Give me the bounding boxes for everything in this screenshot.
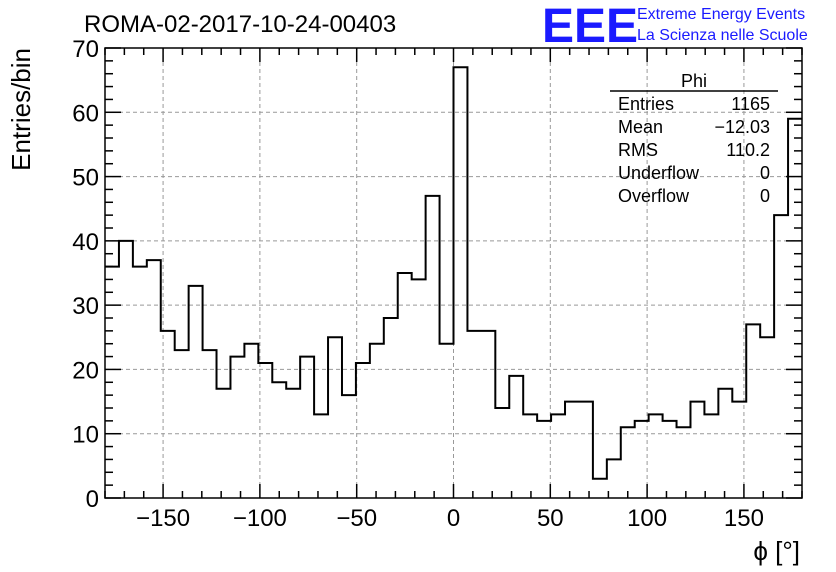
stats-rows: Entries 1165 Mean −12.03 RMS 110.2 Underflow 0 O…	[618, 94, 770, 206]
x-tick-label: 0	[447, 505, 460, 532]
stats-row-label: RMS	[618, 140, 658, 160]
eee-logo: EEE Extreme Energy Events La Scienza nel…	[542, 0, 808, 53]
logo-line1: Extreme Energy Events	[637, 6, 805, 23]
x-tick-label: 100	[627, 505, 667, 532]
y-tick-label: 70	[72, 36, 99, 63]
y-tick-label: 20	[72, 357, 99, 384]
stats-row-value: −12.03	[714, 117, 770, 137]
y-tick-label: 60	[72, 100, 99, 127]
x-tick-label: 150	[724, 505, 764, 532]
y-tick-label: 40	[72, 229, 99, 256]
x-tick-label: −100	[233, 505, 287, 532]
stats-name: Phi	[681, 71, 707, 91]
x-tick-label: −50	[336, 505, 377, 532]
stats-box: Phi Entries 1165 Mean −12.03 RMS 110.2 Underfl…	[610, 71, 778, 206]
y-tick-label: 10	[72, 422, 99, 449]
x-axis-title: ϕ [°]	[753, 536, 800, 566]
chart-title: ROMA-02-2017-10-24-00403	[84, 11, 396, 38]
stats-row-value: 0	[760, 186, 770, 206]
stats-row-label: Underflow	[618, 163, 700, 183]
x-tick-label: 50	[537, 505, 564, 532]
axis-ticks	[104, 47, 803, 499]
stats-row-label: Entries	[618, 94, 674, 114]
y-axis-title: Entries/bin	[6, 48, 36, 171]
y-tick-labels: 0 10 20 30 40 50 60 70	[72, 36, 99, 513]
y-tick-label: 0	[86, 486, 99, 513]
stats-row-value: 1165	[731, 94, 770, 114]
stats-row-label: Mean	[618, 117, 663, 137]
y-tick-label: 50	[72, 165, 99, 192]
y-tick-label: 30	[72, 293, 99, 320]
logo-line2: La Scienza nelle Scuole	[637, 27, 808, 44]
stats-row-value: 110.2	[726, 140, 770, 160]
stats-row-value: 0	[760, 163, 770, 183]
histogram-series	[105, 66, 802, 480]
stats-row-label: Overflow	[618, 186, 690, 206]
x-tick-labels: −150 −100 −50 0 50 100 150	[136, 505, 764, 532]
logo-mark: EEE	[542, 0, 638, 53]
x-tick-label: −150	[136, 505, 190, 532]
